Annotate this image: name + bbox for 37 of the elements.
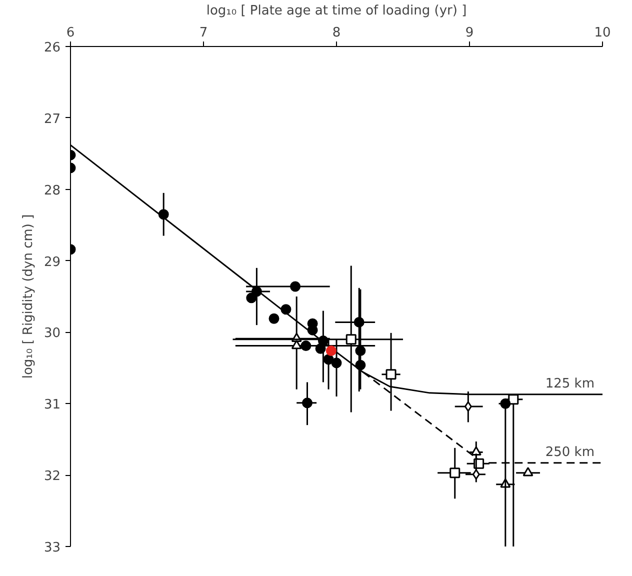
point (331, 358, 342, 368)
point (346, 334, 356, 345)
y-tick-label: 28 (44, 183, 61, 198)
x-tick-label: 9 (465, 26, 474, 40)
y-tick-label: 31 (44, 398, 61, 413)
point (158, 209, 169, 220)
y-axis-title: log₁₀ [ Rigidity (dyn cm) ] (20, 214, 36, 379)
point (508, 394, 519, 405)
x-tick-label: 10 (594, 26, 611, 40)
x-tick-label: 8 (332, 26, 341, 40)
point (472, 469, 480, 480)
point (470, 446, 482, 456)
point (450, 468, 460, 478)
y-tick-label: 30 (44, 326, 61, 342)
series-label: 125 km (545, 376, 595, 392)
point (464, 401, 472, 412)
y-tick-label: 26 (44, 40, 61, 56)
point (291, 340, 302, 350)
x-tick-label: 6 (66, 26, 75, 40)
point (326, 346, 336, 356)
point (251, 286, 262, 297)
x-tick-label: 7 (199, 26, 208, 40)
y-tick-label: 32 (44, 469, 61, 484)
point (354, 316, 364, 328)
point (522, 466, 534, 476)
point (268, 313, 280, 324)
point (280, 304, 292, 315)
y-tick-label: 33 (44, 540, 61, 556)
point (290, 281, 301, 292)
point (302, 398, 312, 408)
point (500, 398, 511, 409)
series-label: 250 km (545, 444, 595, 460)
x-axis-title: log₁₀ [ Plate age at time of loading (yr) ] (206, 4, 467, 18)
y-tick-label: 29 (44, 254, 61, 270)
point (386, 369, 396, 380)
point (246, 292, 257, 304)
y-tick-label: 27 (44, 112, 61, 127)
